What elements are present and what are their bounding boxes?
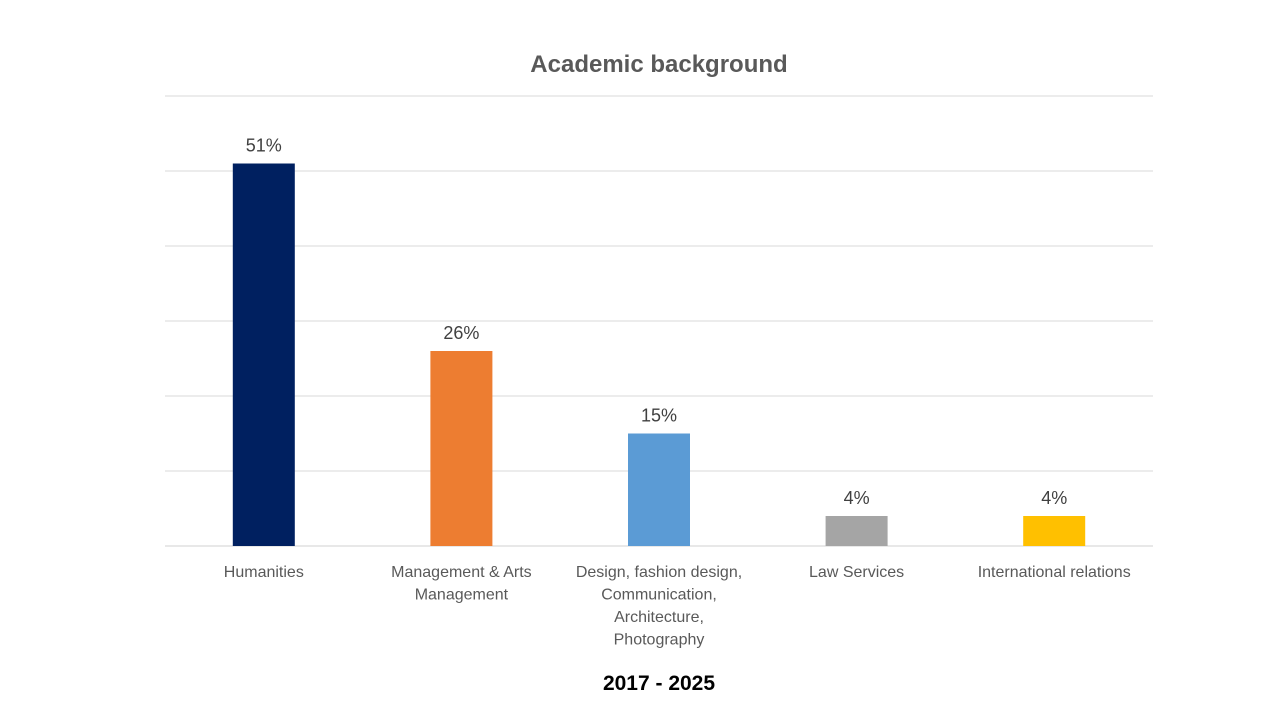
category-label-line: Law Services xyxy=(809,564,904,581)
bar-3 xyxy=(825,516,888,546)
bar-4 xyxy=(1023,516,1086,546)
category-label-line: Management & Arts xyxy=(391,564,532,581)
category-label-line: Communication, xyxy=(601,587,717,604)
value-label-4: 4% xyxy=(1041,488,1067,508)
category-label-0: Humanities xyxy=(224,564,304,581)
value-label-2: 15% xyxy=(641,406,677,426)
chart-title: Academic background xyxy=(530,51,787,78)
category-label-line: Humanities xyxy=(224,564,304,581)
period-label: 2017 - 2025 xyxy=(603,672,715,695)
category-label-line: Architecture, xyxy=(614,609,704,626)
category-label-line: Management xyxy=(415,587,509,604)
category-label-1: Management & Arts Management xyxy=(391,564,532,604)
gridlines xyxy=(165,95,1153,547)
bars xyxy=(232,163,1086,546)
category-label-line: Design, fashion design, xyxy=(576,564,742,581)
category-label-4: International relations xyxy=(978,564,1131,581)
category-label-line: International relations xyxy=(978,564,1131,581)
category-label-2: Design, fashion design, Communication, Arc… xyxy=(576,564,742,649)
category-label-3: Law Services xyxy=(809,564,904,581)
bar-0 xyxy=(232,163,295,546)
bar-2 xyxy=(628,433,690,546)
value-label-3: 4% xyxy=(844,488,870,508)
value-label-1: 26% xyxy=(443,323,479,343)
bar-1 xyxy=(430,351,493,546)
value-label-0: 51% xyxy=(246,136,282,156)
category-labels: Humanities Management & Arts Management Des… xyxy=(224,564,1131,649)
category-label-line: Photography xyxy=(614,632,705,649)
value-labels: 51% 26% 15% 4% 4% xyxy=(246,136,1067,509)
